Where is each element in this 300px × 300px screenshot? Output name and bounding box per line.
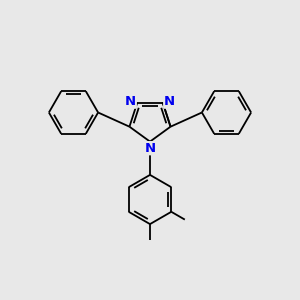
Text: N: N	[144, 142, 156, 155]
Text: N: N	[164, 95, 175, 108]
Text: N: N	[125, 95, 136, 108]
